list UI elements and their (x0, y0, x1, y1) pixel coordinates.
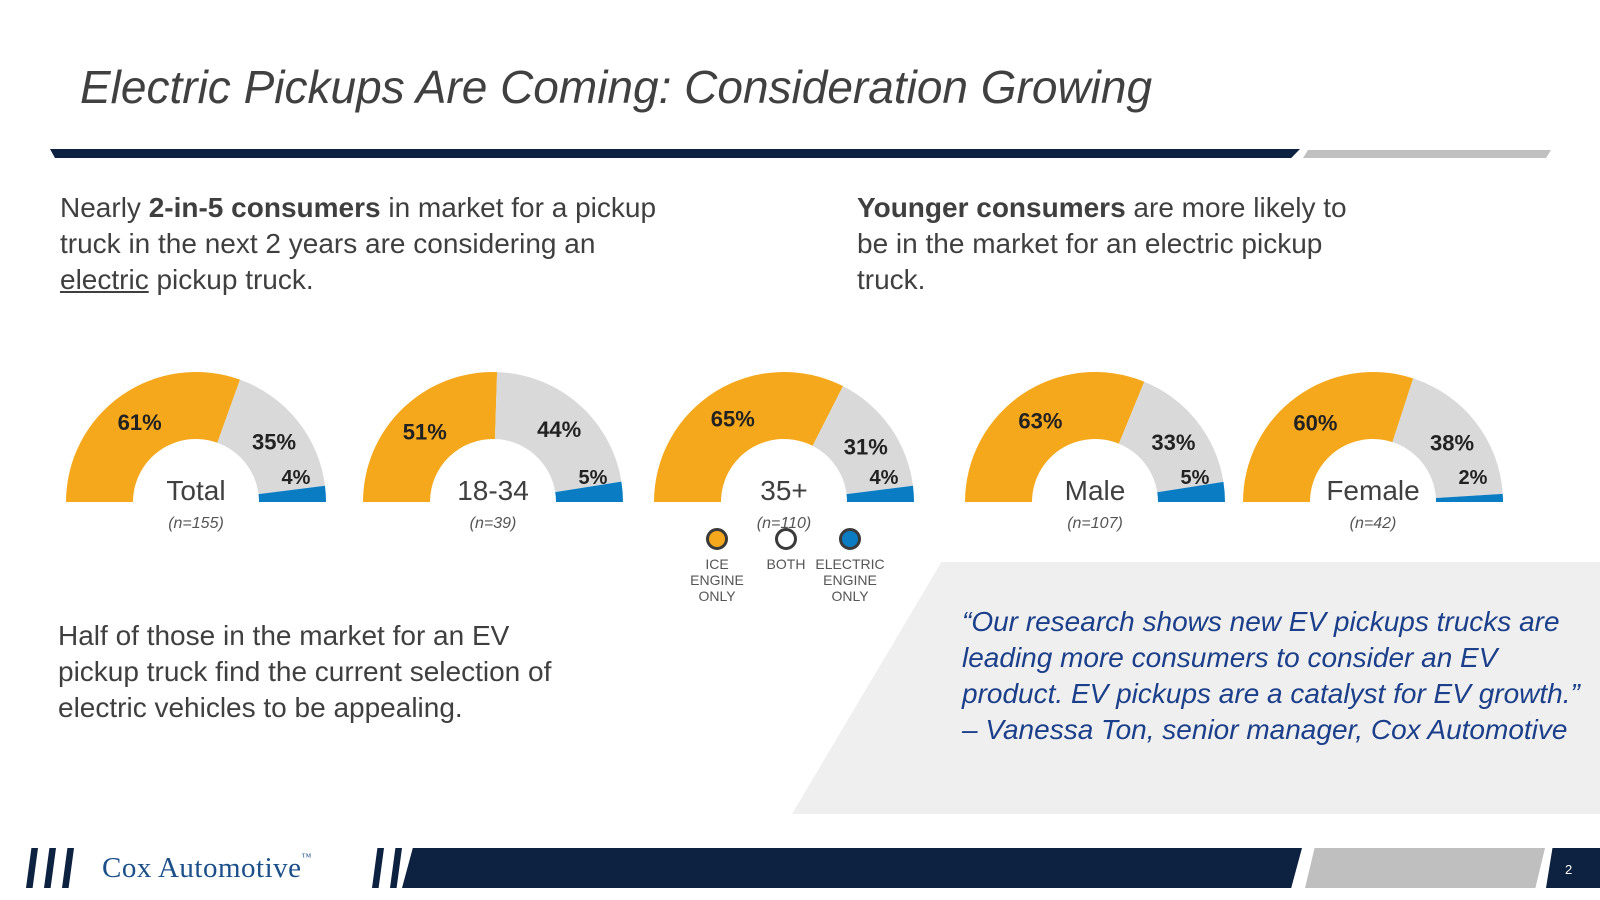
gauge-label-both: 38% (1430, 431, 1474, 456)
right-summary-text: Younger consumers are more likely to be … (857, 190, 1377, 298)
left-text-bold: 2-in-5 consumers (148, 192, 381, 223)
legend-ice: ICE ENGINE ONLY (682, 528, 752, 604)
gauge-center-label: Total (166, 475, 225, 506)
gauge-charts: 61% 35% 4% Total (n=155) 51% 44% 5% 18-34 (n=39) 6… (66, 371, 1503, 532)
legend-both: BOTH (758, 528, 814, 572)
bottom-summary-text: Half of those in the market for an EV pi… (58, 620, 552, 723)
quote-text: “Our research shows new EV pickups truck… (962, 606, 1580, 745)
gauge-segment-ice (66, 371, 241, 502)
title-rule-gray (1303, 150, 1551, 158)
footer-end-bar (1546, 848, 1600, 888)
legend-both-label: BOTH (766, 556, 806, 572)
cox-automotive-logo: Cox Automotive™ (102, 852, 312, 885)
legend-both-swatch (775, 528, 797, 550)
gauge-sample-size: (n=39) (470, 515, 517, 532)
right-text-bold: Younger consumers (857, 192, 1126, 223)
gauge-center-label: Female (1326, 475, 1419, 506)
logo-text: Cox Automotive (102, 852, 302, 884)
gauge-segment-ice (654, 372, 844, 502)
gauge-center-label: 35+ (760, 475, 808, 506)
gauge-label-electric: 4% (282, 467, 311, 489)
legend-electric: ELECTRIC ENGINE ONLY (812, 528, 888, 604)
left-summary-text: Nearly 2-in-5 consumers in market for a … (60, 190, 660, 298)
page-number: 2 (1565, 862, 1573, 877)
gauge-sample-size: (n=110) (757, 515, 811, 532)
gauge-label-electric: 5% (579, 467, 608, 489)
gauge-sample-size: (n=155) (168, 515, 224, 532)
gauge-segment-both (812, 386, 913, 495)
gauge-segment-both (494, 372, 622, 493)
gauge-center-label: 18-34 (457, 475, 529, 506)
gauge-segment-ice (363, 372, 498, 502)
logo-trademark: ™ (301, 852, 312, 863)
gauge-segment-ice (1243, 372, 1414, 502)
right-text-rest: are more likely to be in the market for … (857, 192, 1347, 295)
gauge-label-electric: 5% (1181, 467, 1210, 489)
gauge-segment-ice (965, 372, 1145, 502)
footer-gray-bar (1305, 848, 1545, 888)
gauge-label-both: 31% (844, 434, 888, 459)
title-rule-dark (50, 149, 1300, 158)
gauge-label-both: 33% (1151, 430, 1195, 455)
gauge-sample-size: (n=107) (1067, 515, 1123, 532)
gauge-label-ice: 63% (1018, 409, 1062, 434)
gauge-segment-electric (258, 485, 326, 502)
gauge-label-ice: 61% (118, 410, 162, 435)
left-text-underlined: electric (60, 264, 149, 295)
gauge-label-both: 35% (252, 429, 296, 454)
gauge-label-ice: 60% (1293, 411, 1337, 436)
legend-electric-swatch (839, 528, 861, 550)
gauge-segment-electric (555, 481, 623, 502)
gauge-segment-electric (1157, 481, 1225, 502)
gauge-label-electric: 4% (870, 467, 899, 489)
legend-ice-label: ICE ENGINE ONLY (690, 556, 744, 604)
quote-panel (792, 562, 1600, 814)
gauge-segment-both (1392, 378, 1503, 499)
gauge-label-electric: 2% (1459, 467, 1488, 489)
gauge-segment-both (217, 379, 325, 495)
left-text-pre: Nearly (60, 192, 149, 223)
gauge-label-ice: 51% (403, 420, 447, 445)
gauge-label-both: 44% (537, 417, 581, 442)
gauge-label-ice: 65% (711, 406, 755, 431)
legend-electric-label: ELECTRIC ENGINE ONLY (815, 556, 885, 604)
left-text-post: pickup truck. (148, 264, 314, 295)
gauge-segment-both (1118, 381, 1224, 493)
left-text-mid: in market for a pickup truck in the next… (60, 192, 657, 259)
slide-title: Electric Pickups Are Coming: Considerati… (80, 61, 1153, 113)
gauge-center-label: Male (1065, 475, 1126, 506)
footer-bar (402, 848, 1302, 888)
legend-ice-swatch (706, 528, 728, 550)
gauge-sample-size: (n=42) (1350, 515, 1397, 532)
gauge-segment-electric (846, 485, 914, 502)
gauge-segment-electric (1435, 493, 1503, 502)
